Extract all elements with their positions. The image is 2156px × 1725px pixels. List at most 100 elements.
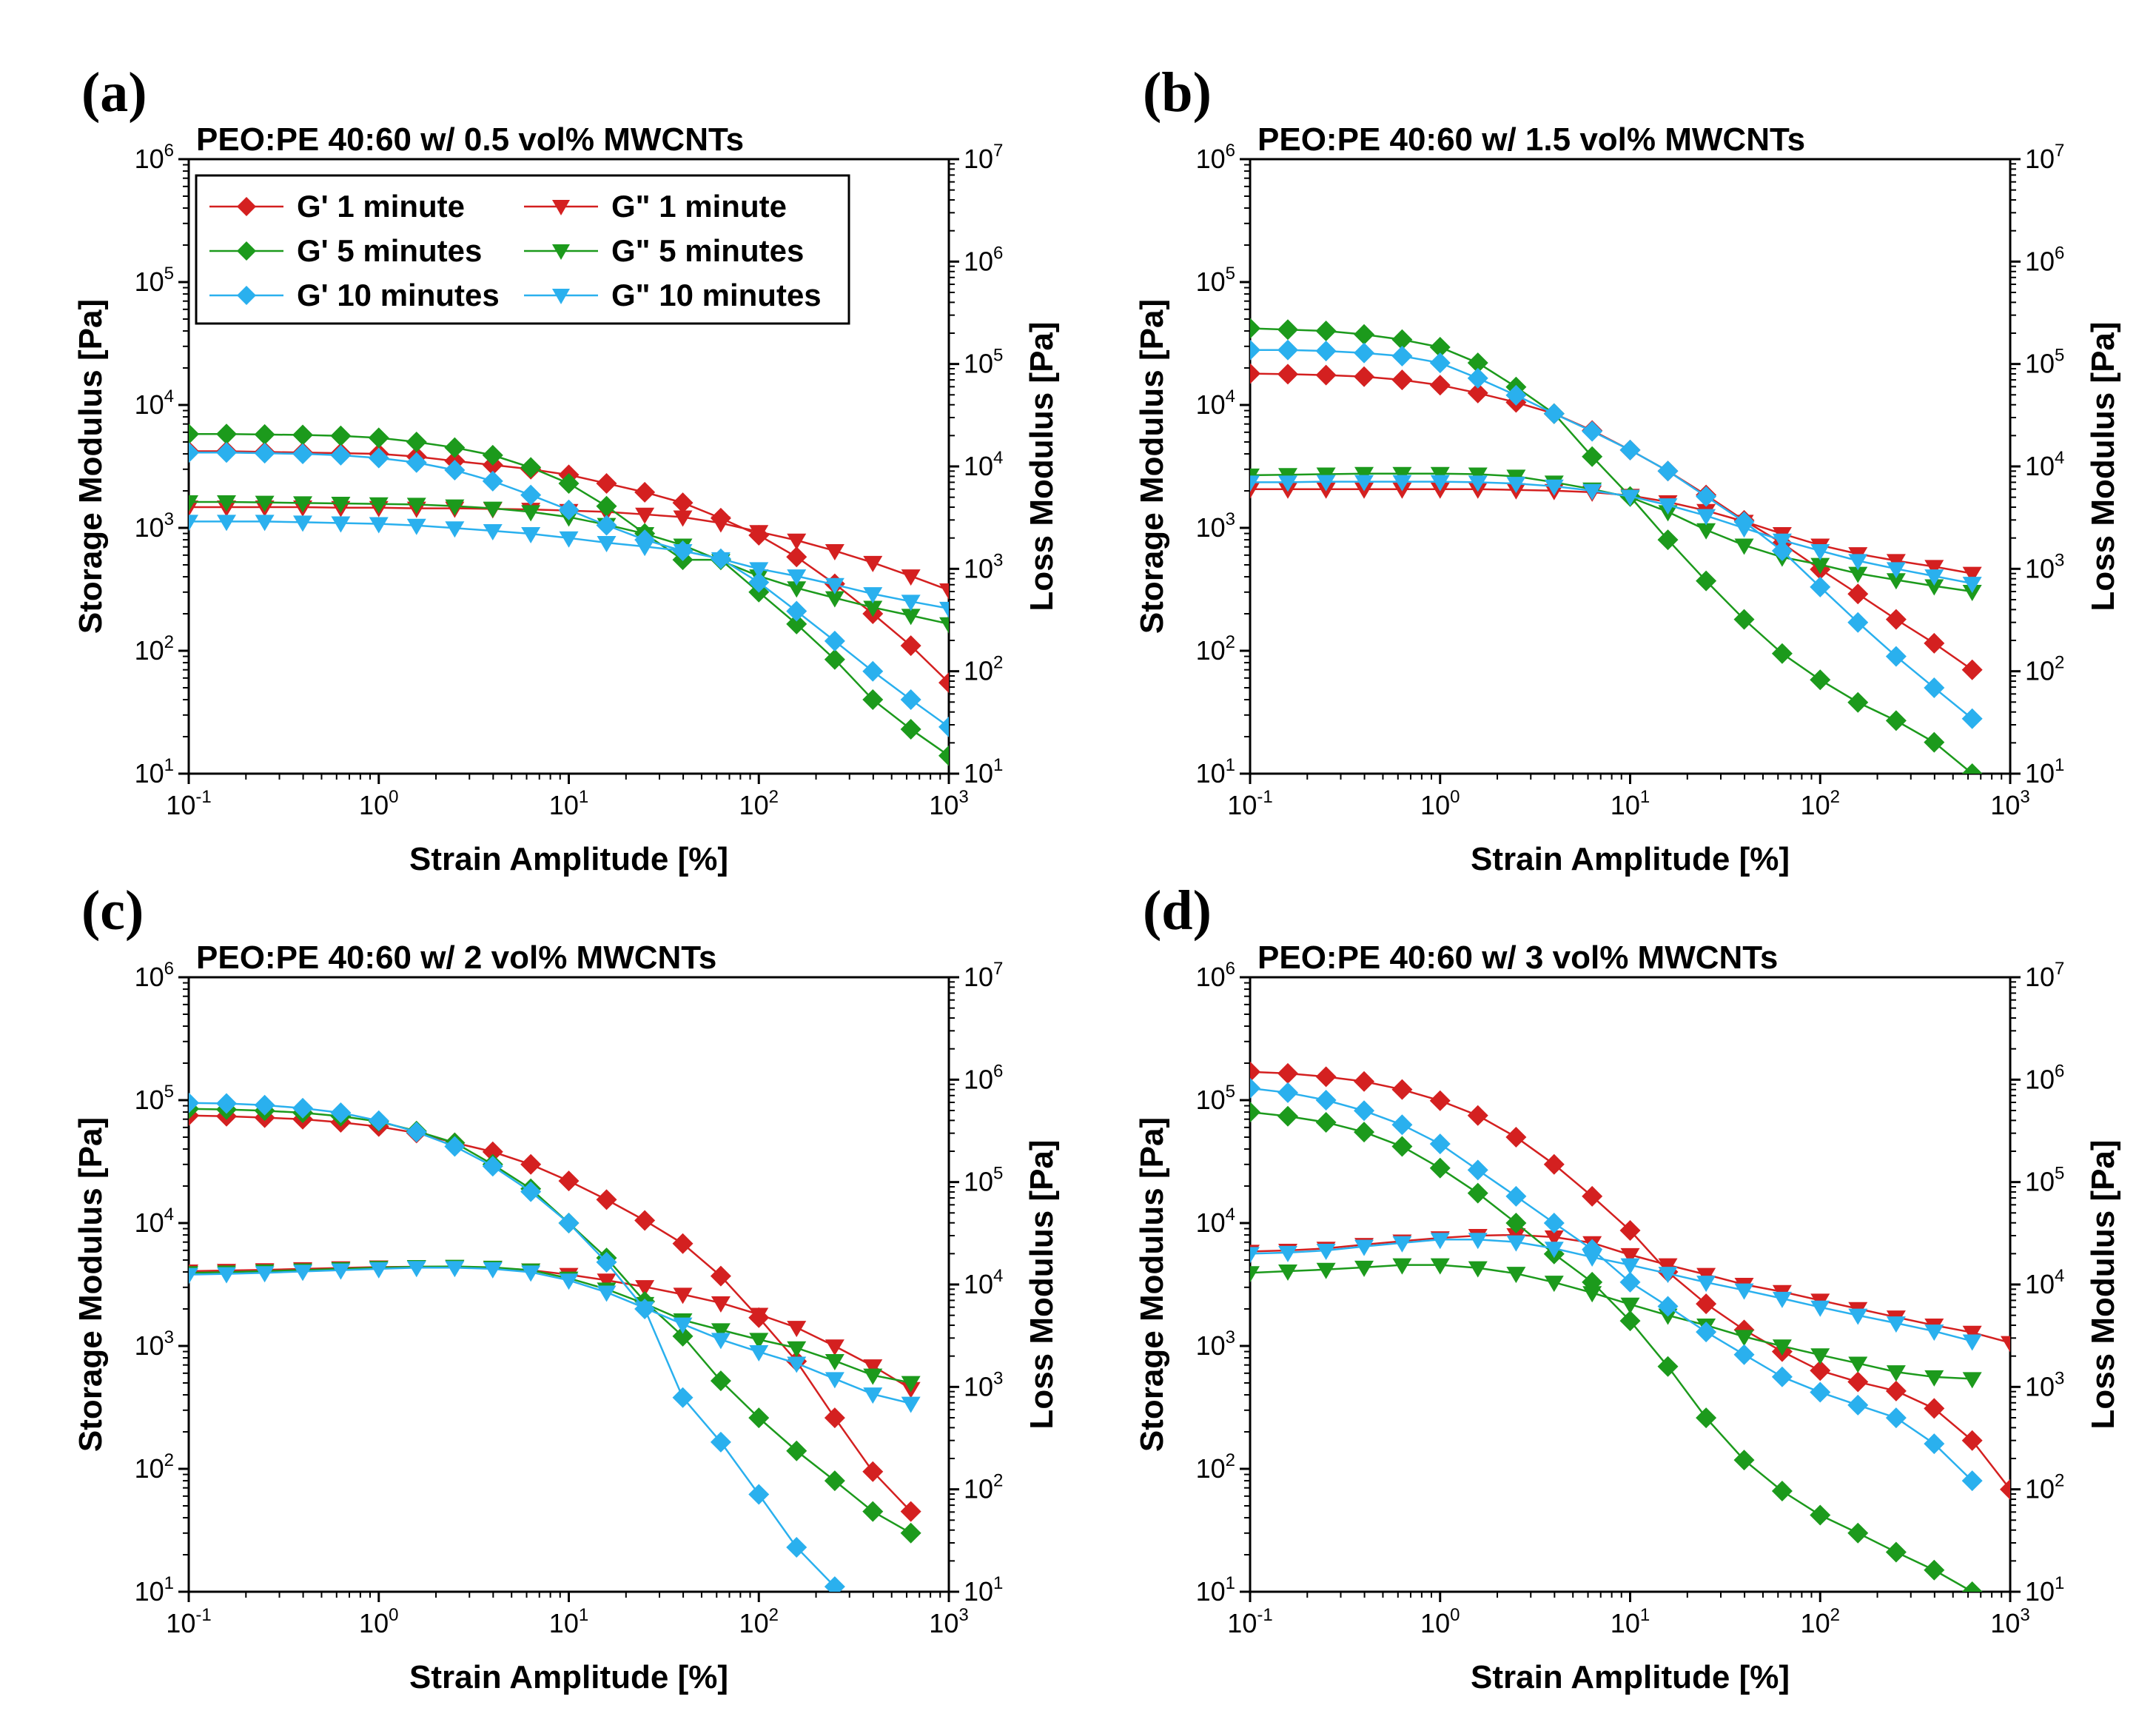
data-point-triangle <box>787 1356 807 1373</box>
y2-tick-label: 102 <box>2025 653 2064 686</box>
data-point-diamond <box>406 1122 427 1143</box>
data-point-diamond <box>254 1094 275 1116</box>
data-point-diamond <box>938 672 949 694</box>
series-line-g_5min <box>1250 472 1972 593</box>
y-tick-label: 106 <box>135 141 174 174</box>
y-axis-label: Storage Modulus [Pa] <box>1134 299 1170 634</box>
data-point-triangle <box>597 1273 617 1290</box>
data-point-triangle <box>939 617 949 634</box>
x-tick-label: 102 <box>739 787 779 820</box>
data-point-triangle <box>1772 1291 1792 1308</box>
data-point-triangle <box>863 587 883 604</box>
data-point-triangle <box>1392 1236 1412 1253</box>
data-point-diamond <box>1315 1111 1337 1133</box>
data-point-diamond <box>1810 1360 1831 1381</box>
data-point-diamond <box>1354 342 1375 364</box>
x-tick-label: 10-1 <box>1227 787 1272 820</box>
x-tick-label: 101 <box>549 1605 588 1638</box>
y-tick-label: 103 <box>1196 1327 1235 1361</box>
data-point-triangle <box>635 540 655 557</box>
data-point-triangle <box>749 1333 769 1350</box>
data-point-triangle <box>1278 475 1298 492</box>
data-point-diamond <box>1657 460 1679 482</box>
data-point-triangle <box>445 1261 465 1278</box>
data-point-triangle <box>483 524 503 541</box>
data-point-diamond <box>1505 1213 1527 1233</box>
data-point-triangle <box>189 495 198 512</box>
data-point-triangle <box>331 1263 351 1280</box>
data-point-triangle <box>1658 498 1678 515</box>
x-axis-label: Strain Amplitude [%] <box>409 841 728 877</box>
y-tick-label: 102 <box>1196 1450 1235 1484</box>
data-point-diamond <box>1277 1105 1299 1127</box>
legend-label: G" 1 minute <box>611 189 787 224</box>
y2-tick-label: 106 <box>964 243 1003 276</box>
data-point-diamond <box>1924 677 1945 698</box>
data-point-triangle <box>901 1376 921 1393</box>
data-point-diamond <box>1467 352 1488 374</box>
data-point-diamond <box>1391 329 1413 350</box>
data-point-triangle <box>787 569 807 586</box>
data-point-triangle <box>1544 1242 1564 1259</box>
data-point-diamond <box>1429 375 1451 396</box>
data-point-diamond <box>1924 1433 1945 1455</box>
y-tick-label: 105 <box>135 264 174 297</box>
x-tick-label: 101 <box>1611 1605 1650 1638</box>
data-point-triangle <box>255 1266 275 1283</box>
data-point-diamond <box>672 1387 694 1408</box>
data-point-diamond <box>330 425 352 446</box>
data-point-triangle <box>1924 1370 1944 1387</box>
data-point-diamond <box>330 1102 352 1123</box>
y2-tick-label: 104 <box>2025 1266 2064 1299</box>
data-point-triangle <box>711 516 731 533</box>
data-point-diamond <box>1467 1182 1488 1204</box>
y-tick-label: 103 <box>1196 509 1235 543</box>
series-line-g_5min <box>1250 1111 1973 1592</box>
legend-swatch-triangle <box>552 244 570 260</box>
data-point-triangle <box>1962 1325 1982 1342</box>
y-axis-label: Storage Modulus [Pa] <box>1134 1117 1170 1452</box>
data-point-diamond <box>824 649 845 670</box>
data-point-triangle <box>559 531 579 548</box>
data-point-diamond <box>189 442 199 463</box>
data-point-triangle <box>1924 1324 1944 1342</box>
data-point-triangle <box>1354 1260 1374 1277</box>
data-point-triangle <box>1620 1247 1640 1265</box>
data-point-triangle <box>901 1396 921 1413</box>
data-point-diamond <box>520 1181 542 1202</box>
data-point-diamond <box>1582 421 1603 442</box>
data-point-diamond <box>1924 1559 1945 1581</box>
data-point-triangle <box>1250 1266 1260 1283</box>
data-point-triangle <box>406 1261 426 1278</box>
data-point-diamond <box>748 1484 770 1505</box>
data-point-diamond <box>1885 609 1907 630</box>
data-point-diamond <box>1429 352 1451 374</box>
data-point-triangle <box>1886 573 1906 590</box>
y-tick-label: 101 <box>1196 755 1235 788</box>
data-point-diamond <box>1277 1082 1299 1103</box>
data-point-diamond <box>368 1110 389 1131</box>
data-point-diamond <box>406 452 427 473</box>
data-point-diamond <box>786 1440 807 1461</box>
y2-axis-label: Loss Modulus [Pa] <box>2085 1139 2121 1429</box>
data-point-diamond <box>1543 1153 1565 1175</box>
data-point-diamond <box>1429 1133 1451 1155</box>
data-point-triangle <box>1810 557 1830 575</box>
data-point-diamond <box>900 635 921 657</box>
data-point-diamond <box>444 1136 466 1157</box>
data-point-diamond <box>1771 1480 1793 1501</box>
chart-title: PEO:PE 40:60 w/ 2 vol% MWCNTs <box>196 939 716 976</box>
legend-swatch-diamond <box>237 197 256 216</box>
data-point-diamond <box>824 1407 845 1429</box>
data-point-diamond <box>1315 341 1337 362</box>
y2-axis-label: Loss Modulus [Pa] <box>1024 321 1060 611</box>
data-point-triangle <box>825 1372 844 1389</box>
data-point-diamond <box>292 443 314 465</box>
data-point-triangle <box>1316 1262 1336 1279</box>
data-point-triangle <box>293 1265 313 1282</box>
data-point-triangle <box>1696 523 1716 540</box>
legend: G' 1 minute G" 1 minute G' 5 minutes G" 5 m… <box>195 174 850 325</box>
data-point-triangle <box>711 1296 731 1313</box>
data-point-diamond <box>1391 1114 1413 1136</box>
